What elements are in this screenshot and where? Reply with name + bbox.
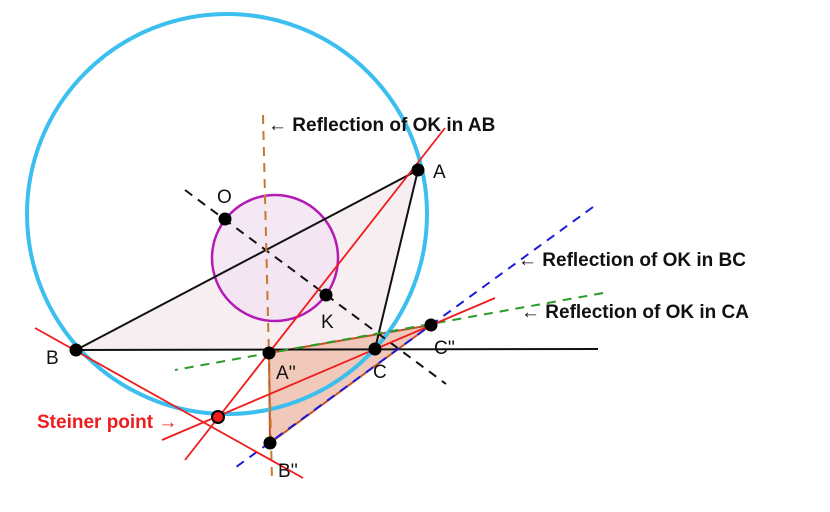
label-b: B (46, 348, 59, 369)
circumcircle (25, 12, 429, 416)
point-b (69, 343, 83, 357)
line-ac (374, 169, 419, 350)
label-a2: A'' (276, 363, 296, 384)
point-o (218, 212, 232, 226)
point-b2 (263, 436, 277, 450)
line-ab (75, 169, 419, 351)
annotation-reflection-bc: ← Reflection of OK in BC (518, 250, 746, 271)
annotation-reflection-ab: ← Reflection of OK in AB (268, 115, 495, 136)
point-c (368, 342, 382, 356)
label-b2: B'' (278, 461, 298, 482)
reflection-ca-line (174, 292, 604, 371)
point-a (411, 163, 425, 177)
reflection-bc-line (231, 206, 594, 471)
point-k (319, 288, 333, 302)
label-a: A (433, 162, 446, 183)
annotation-reflection-ca: ← Reflection of OK in CA (521, 302, 749, 323)
line-bc (75, 348, 599, 351)
label-o: O (217, 187, 232, 208)
reflection-ab-line (262, 114, 273, 481)
point-a2 (262, 346, 276, 360)
label-c: C (373, 362, 387, 383)
label-k: K (321, 312, 334, 333)
label-c2: C'' (434, 338, 455, 359)
red-line-a (184, 127, 446, 461)
point-c2 (424, 318, 438, 332)
annotation-steiner-point: Steiner point → (37, 412, 177, 433)
steiner-point (211, 410, 225, 424)
